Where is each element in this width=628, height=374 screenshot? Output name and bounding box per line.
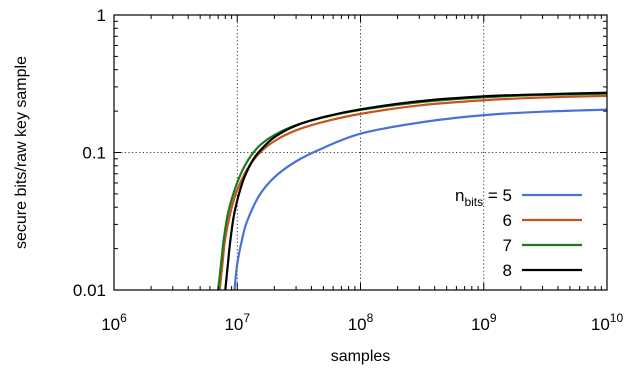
y-axis-label: secure bits/raw key sample <box>13 56 30 249</box>
legend-label-7: 7 <box>503 236 512 255</box>
x-tick-label: 106 <box>101 311 127 334</box>
legend-label-6: 6 <box>503 211 512 230</box>
y-tick-label: 1 <box>97 6 106 25</box>
legend: nbits = 5 6 7 8 <box>455 186 582 280</box>
series-line-5 <box>233 108 607 290</box>
x-tick-label: 1010 <box>591 311 624 334</box>
x-tick-label: 109 <box>471 311 497 334</box>
legend-label-8: 8 <box>503 261 512 280</box>
y-tick-label: 0.01 <box>73 281 106 300</box>
series-lines <box>217 91 607 290</box>
ticks: 106 107 108 109 1010 0.01 0.1 1 <box>73 6 624 334</box>
x-axis-label: samples <box>331 348 391 365</box>
grid-lines <box>114 15 607 290</box>
series-line-8 <box>224 91 607 290</box>
x-tick-label: 108 <box>348 311 374 334</box>
series-line-6 <box>218 94 607 290</box>
legend-label-5: nbits = 5 <box>455 186 512 209</box>
y-tick-label: 0.1 <box>82 144 106 163</box>
x-tick-label: 107 <box>224 311 250 334</box>
